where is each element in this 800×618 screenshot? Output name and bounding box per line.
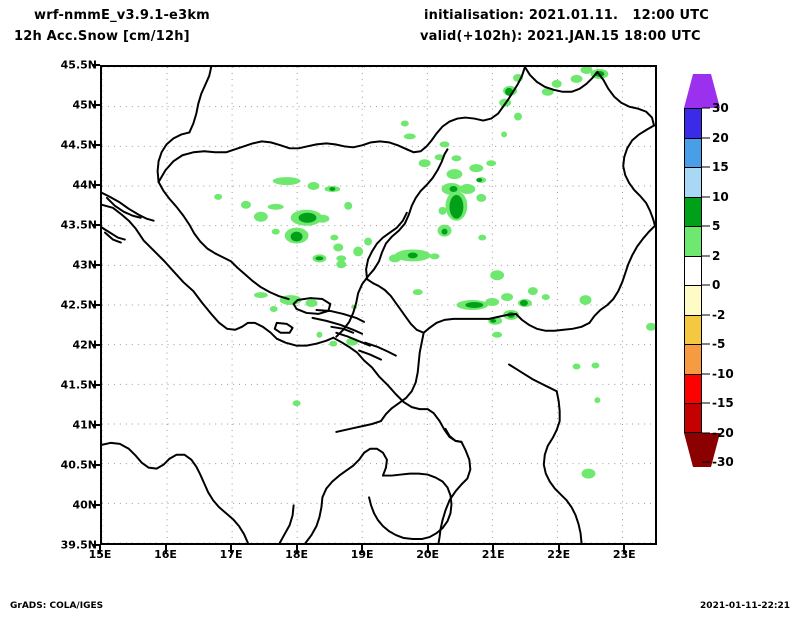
coastlines-and-borders (102, 67, 655, 543)
colorbar[interactable] (684, 108, 702, 433)
latitude-tick-mark (92, 384, 100, 386)
latitude-tick-mark (92, 64, 100, 66)
longitude-tick-label: 15E (88, 548, 112, 561)
colorbar-bottom-arrow (684, 432, 720, 467)
map-canvas (102, 67, 655, 543)
colorbar-band[interactable] (684, 137, 702, 167)
latitude-tick-label: 45.5N (60, 58, 97, 72)
colorbar-tick-label: 10 (712, 189, 729, 204)
colorbar-tick-mark (702, 314, 710, 315)
latitude-tick-label: 41N (72, 418, 97, 432)
render-timestamp: 2021-01-11-22:21 (700, 601, 790, 611)
colorbar-band[interactable] (684, 226, 702, 256)
longitude-tick-label: 21E (481, 548, 505, 561)
latitude-tick-label: 42.5N (60, 298, 97, 312)
latitude-tick-label: 43.5N (60, 218, 97, 232)
initialisation-text: initialisation: 2021.01.11. 12:00 UTC (424, 8, 710, 23)
colorbar-band[interactable] (684, 167, 702, 197)
longitude-tick-mark (164, 545, 167, 553)
colorbar-tick-mark (702, 255, 710, 256)
colorbar-tick-label: 30 (712, 101, 729, 115)
longitude-tick-mark (426, 545, 429, 553)
colorbar-band[interactable] (684, 108, 702, 138)
latitude-tick-label: 45N (72, 98, 97, 112)
valid-time-text: valid(+102h): 2021.JAN.15 18:00 UTC (420, 29, 701, 44)
latitude-tick-label: 40.5N (60, 458, 97, 472)
colorbar-tick-mark (702, 343, 710, 345)
latitude-tick-mark (92, 544, 100, 546)
longitude-tick-label: 20E (416, 548, 440, 561)
latitude-tick-mark (92, 104, 100, 106)
latitude-tick-label: 40N (72, 498, 97, 512)
colorbar-tick-mark (702, 284, 710, 286)
longitude-tick-mark (361, 545, 364, 553)
latitude-tick-mark (92, 224, 100, 226)
colorbar-band[interactable] (684, 314, 702, 344)
colorbar-tick-label: -10 (712, 366, 734, 381)
colorbar-top-arrow (684, 74, 720, 108)
longitude-tick-label: 19E (350, 548, 374, 561)
colorbar-tick-label: -5 (712, 337, 726, 351)
colorbar-tick-mark (702, 402, 710, 404)
latitude-tick-label: 41.5N (60, 378, 97, 392)
colorbar-tick-label: -30 (712, 455, 734, 469)
colorbar-tick-label: -15 (712, 396, 734, 410)
latitude-tick-mark (92, 424, 100, 426)
colorbar-band[interactable] (684, 255, 702, 285)
longitude-tick-mark (492, 545, 495, 553)
colorbar-tick-label: 0 (712, 278, 721, 292)
colorbar-band[interactable] (684, 196, 702, 226)
colorbar-band[interactable] (684, 344, 702, 374)
colorbar-tick-mark (702, 461, 710, 463)
latitude-tick-label: 42N (72, 338, 97, 352)
latitude-tick-mark (92, 144, 100, 146)
colorbar-tick-mark (702, 137, 710, 138)
latitude-tick-mark (92, 344, 100, 346)
map-plot-area[interactable] (100, 65, 657, 545)
longitude-tick-label: 16E (154, 548, 177, 561)
colorbar-tick-label: 15 (712, 160, 729, 174)
colorbar-tick-mark (702, 373, 710, 374)
latitude-tick-mark (92, 304, 100, 306)
colorbar-tick-label: -20 (712, 425, 734, 440)
colorbar-tick-label: 20 (712, 130, 729, 145)
longitude-tick-mark (99, 545, 101, 553)
grid-lines (102, 67, 655, 543)
colorbar-tick-label: 2 (712, 248, 721, 263)
snow-band-5to10 (290, 70, 605, 323)
colorbar-band[interactable] (684, 403, 702, 433)
latitude-tick-mark (92, 464, 100, 466)
latitude-tick-label: 44N (72, 178, 97, 192)
colorbar-tick-label: -2 (712, 307, 726, 322)
longitude-tick-label: 22E (547, 548, 571, 561)
colorbar-band[interactable] (684, 285, 702, 315)
longitude-tick-mark (557, 545, 560, 553)
colorbar-band[interactable] (684, 373, 702, 403)
latitude-tick-label: 43N (72, 258, 97, 272)
latitude-tick-label: 39.5N (60, 538, 97, 552)
colorbar-tick-mark (702, 196, 710, 197)
latitude-tick-mark (92, 504, 100, 506)
latitude-tick-mark (92, 264, 100, 266)
latitude-tick-mark (92, 184, 100, 186)
colorbar-tick-mark (702, 107, 710, 109)
colorbar-tick-label: 5 (712, 219, 721, 233)
longitude-tick-label: 23E (612, 548, 636, 561)
snow-band-2to5 (214, 67, 655, 479)
latitude-tick-label: 44.5N (60, 138, 97, 152)
longitude-tick-label: 18E (285, 548, 308, 561)
model-title: wrf-nmmE_v3.9.1-e3km (34, 8, 210, 23)
longitude-tick-mark (623, 545, 626, 553)
longitude-tick-mark (295, 545, 298, 553)
field-title: 12h Acc.Snow [cm/12h] (14, 29, 190, 44)
longitude-tick-label: 17E (219, 548, 243, 561)
grads-credit: GrADS: COLA/IGES (10, 601, 104, 611)
longitude-tick-mark (230, 545, 233, 553)
colorbar-tick-mark (702, 225, 710, 227)
colorbar-tick-mark (702, 166, 710, 168)
colorbar-tick-mark (702, 432, 710, 433)
